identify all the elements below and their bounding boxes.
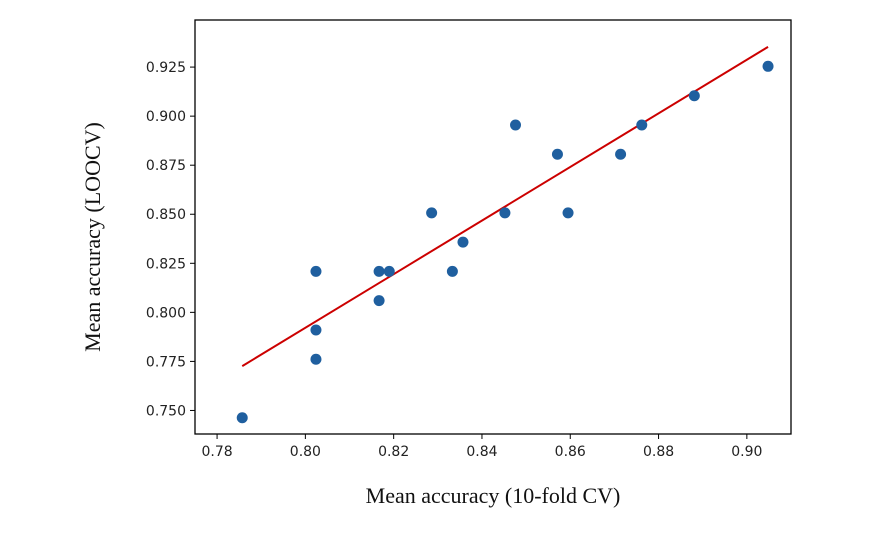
data-point: [551, 148, 563, 160]
y-tick-label: 0.850: [146, 207, 186, 223]
x-tick-label: 0.78: [201, 444, 232, 460]
data-point: [373, 265, 385, 277]
x-axis-title: Mean accuracy (10-fold CV): [366, 483, 621, 508]
y-tick-label: 0.875: [146, 158, 186, 174]
x-tick-label: 0.80: [290, 444, 321, 460]
data-point: [236, 412, 248, 424]
data-point: [383, 265, 395, 277]
x-tick-label: 0.82: [378, 444, 409, 460]
data-points: [236, 60, 774, 424]
x-tick-label: 0.90: [731, 444, 762, 460]
data-point: [446, 265, 458, 277]
x-axis-ticks: 0.78 0.80 0.82 0.84 0.86 0.88 0.90: [201, 434, 762, 460]
data-point: [510, 119, 522, 131]
y-axis-title: Mean accuracy (LOOCV): [80, 122, 105, 352]
y-tick-label: 0.750: [146, 403, 186, 419]
y-tick-label: 0.775: [146, 354, 186, 370]
x-tick-label: 0.88: [643, 444, 674, 460]
data-point: [636, 119, 648, 131]
data-point: [688, 90, 700, 102]
data-point: [762, 60, 774, 72]
data-point: [310, 265, 322, 277]
y-tick-label: 0.800: [146, 305, 186, 321]
x-tick-label: 0.84: [466, 444, 497, 460]
data-point: [562, 207, 574, 219]
data-point: [615, 148, 627, 160]
y-tick-label: 0.900: [146, 109, 186, 125]
x-tick-label: 0.86: [555, 444, 586, 460]
data-point: [499, 207, 511, 219]
plot-frame: [194, 19, 792, 435]
y-axis-ticks: 0.750 0.775 0.800 0.825 0.850 0.875 0.900 0.925: [146, 60, 195, 419]
data-point: [426, 207, 438, 219]
data-point: [310, 353, 322, 365]
y-tick-label: 0.825: [146, 256, 186, 272]
data-point: [457, 236, 469, 248]
data-point: [373, 295, 385, 307]
data-point: [310, 324, 322, 336]
regression-line: [241, 46, 769, 367]
y-tick-label: 0.925: [146, 60, 186, 76]
